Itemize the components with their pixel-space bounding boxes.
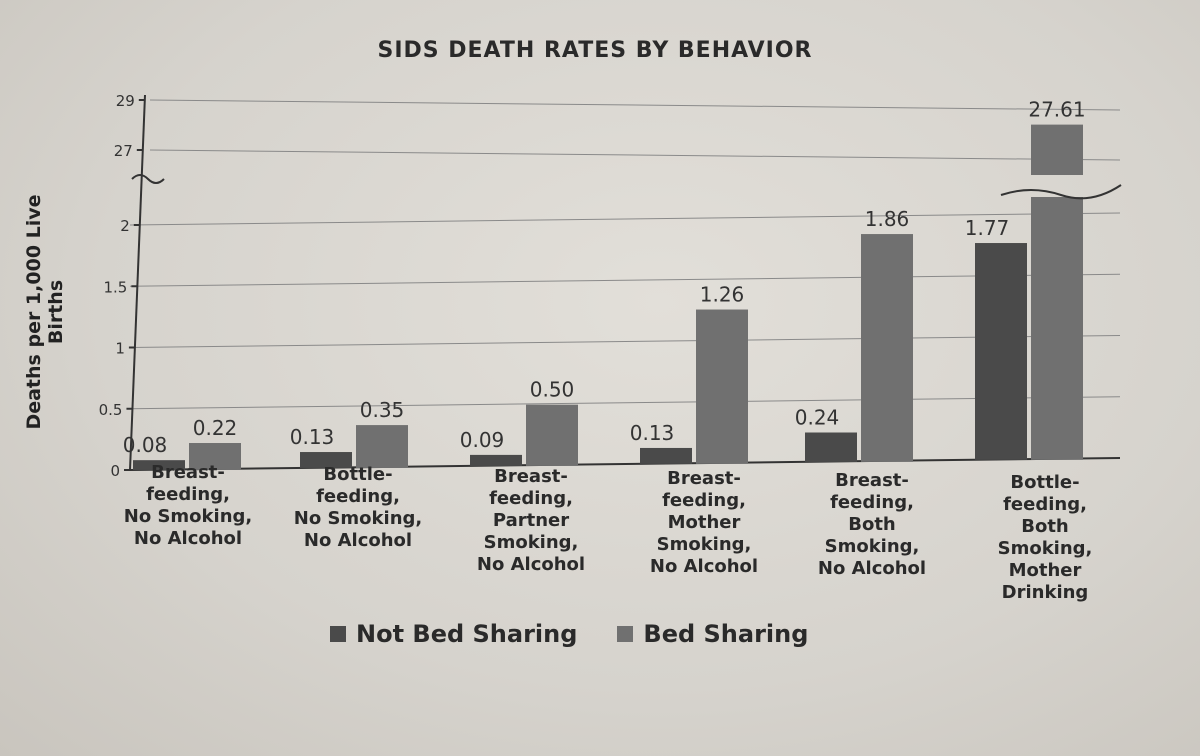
legend-label-bed-sharing: Bed Sharing [643, 620, 809, 648]
bar-bed-sharing [356, 425, 408, 468]
gridline [129, 396, 1121, 410]
category-label: Breast- feeding, Both Smoking, No Alcoho… [817, 470, 927, 579]
data-label: 1.77 [965, 216, 1010, 240]
data-label: 0.22 [193, 416, 238, 440]
data-label: 0.24 [795, 406, 840, 430]
bar-bed-sharing-lower [1031, 197, 1083, 460]
data-label: 1.26 [700, 283, 745, 307]
gridline [129, 212, 1121, 226]
data-label: 0.35 [360, 398, 405, 422]
legend-swatch-bed-sharing [617, 626, 634, 642]
bar-not-bed-sharing [640, 447, 692, 464]
y-tick-label: 0 [110, 462, 120, 480]
y-tick-label: 29 [116, 92, 135, 110]
legend: Not Bed Sharing Bed Sharing [330, 620, 808, 648]
gridline [149, 149, 1121, 161]
bar-not-bed-sharing [975, 243, 1027, 460]
legend-item-not-bed-sharing: Not Bed Sharing [330, 620, 577, 648]
y-tick-label: 27 [114, 142, 133, 160]
bar-bed-sharing [526, 404, 578, 466]
axis-break-mark [131, 174, 165, 184]
bar-not-bed-sharing [133, 460, 185, 470]
y-tick-label: 2 [120, 217, 130, 235]
data-label: 0.09 [460, 428, 505, 452]
legend-item-bed-sharing: Bed Sharing [617, 620, 808, 648]
bar-not-bed-sharing [300, 452, 352, 468]
y-tick-label: 1 [115, 340, 125, 358]
bar-break-mark [1000, 184, 1122, 200]
data-label: 0.13 [630, 421, 675, 445]
category-label: Breast- feeding, Mother Smoking, No Alco… [649, 468, 759, 577]
gridline [149, 99, 1121, 111]
gridline [129, 335, 1121, 348]
bar-not-bed-sharing [470, 454, 522, 466]
data-label: 0.13 [290, 425, 335, 449]
bar-bed-sharing [861, 234, 913, 462]
y-axis-line [129, 94, 146, 471]
category-label: Bottle- feeding, No Smoking, No Alcohol [293, 464, 423, 551]
y-tick-label: 0.5 [99, 401, 123, 419]
y-tick-label: 1.5 [103, 278, 127, 296]
data-label: 1.86 [865, 207, 910, 231]
gridline [129, 273, 1121, 287]
bar-bed-sharing [1031, 124, 1083, 175]
bar-bed-sharing [696, 309, 748, 464]
category-label: Breast- feeding, No Smoking, No Alcohol [123, 462, 253, 549]
category-label: Breast- feeding, Partner Smoking, No Alc… [476, 466, 586, 575]
legend-label-not-bed-sharing: Not Bed Sharing [356, 620, 578, 648]
data-label: 0.50 [530, 378, 575, 402]
legend-swatch-not-bed-sharing [330, 626, 346, 642]
data-label: 27.61 [1028, 98, 1085, 122]
data-label: 0.08 [123, 433, 168, 457]
x-axis-line [129, 457, 1121, 471]
category-label: Bottle- feeding, Both Smoking, Mother Dr… [997, 472, 1093, 603]
bar-not-bed-sharing [805, 432, 857, 462]
bar-bed-sharing [189, 443, 241, 470]
chart-title: SIDS DEATH RATES BY BEHAVIOR [377, 38, 813, 63]
